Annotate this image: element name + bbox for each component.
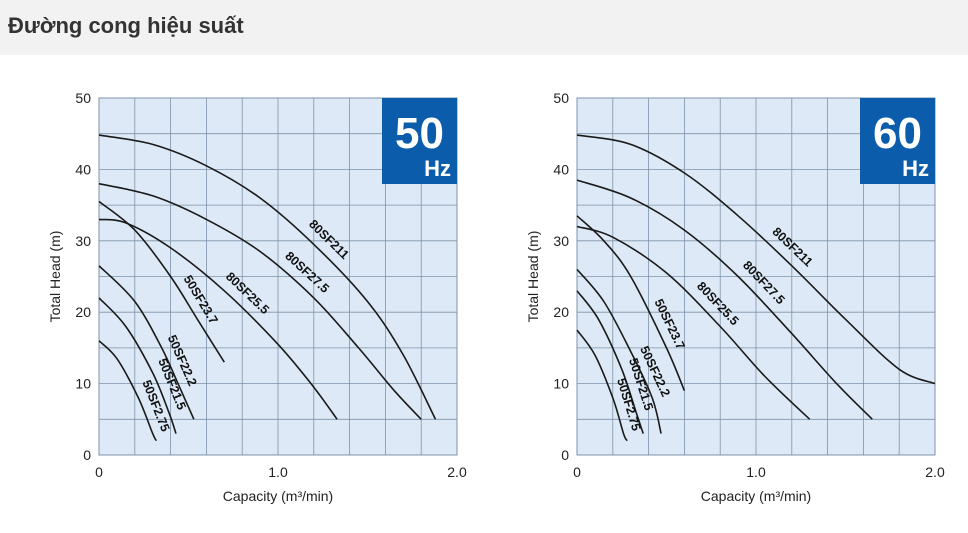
plot-frame	[98, 97, 458, 456]
y-tick-label: 40	[75, 161, 91, 177]
y-tick-label: 40	[553, 161, 569, 177]
performance-chart-60hz: 0 10 20 30 40 50 0 1.0 2.0 Capacity (m³/min) Total…	[525, 90, 945, 504]
curve-50sf2-75	[98, 340, 158, 442]
y-tick-label: 50	[75, 90, 91, 106]
frequency-unit: Hz	[424, 156, 451, 181]
curve-50sf23-7	[576, 215, 686, 392]
frequency-unit: Hz	[902, 156, 929, 181]
y-tick-label: 20	[553, 304, 569, 320]
curve-50sf22-2	[98, 265, 195, 420]
x-axis-label: Capacity (m³/min)	[701, 488, 811, 504]
y-tick-label: 20	[75, 304, 91, 320]
curve-50sf21-5	[576, 290, 644, 434]
curve-80sf25-5	[98, 218, 338, 420]
frequency-badge	[860, 98, 935, 184]
y-tick-label: 10	[75, 376, 91, 392]
curve-80sf25-5	[576, 225, 811, 420]
x-tick-label: 2.0	[925, 464, 945, 480]
curve-80sf211	[98, 134, 437, 420]
x-tick-label: 0	[573, 464, 581, 480]
y-tick-label: 0	[561, 447, 569, 463]
page-title: Đường cong hiệu suất	[8, 13, 244, 38]
y-axis-label: Total Head (m)	[525, 231, 541, 323]
x-tick-label: 1.0	[746, 464, 766, 480]
page-header: Đường cong hiệu suất	[0, 0, 968, 55]
curve-80sf211	[576, 134, 936, 385]
y-tick-label: 10	[553, 376, 569, 392]
curve-80sf27-5	[98, 182, 422, 420]
y-tick-label: 0	[83, 447, 91, 463]
plot-frame	[576, 97, 936, 456]
x-tick-label: 1.0	[268, 464, 288, 480]
curve-50sf22-2	[576, 268, 662, 434]
curve-50sf2-75	[576, 329, 628, 442]
frequency-badge	[382, 98, 457, 184]
y-tick-label: 30	[553, 233, 569, 249]
x-tick-label: 2.0	[447, 464, 467, 480]
y-tick-label: 30	[75, 233, 91, 249]
curve-80sf27-5	[576, 179, 873, 420]
frequency-value: 50	[395, 109, 444, 158]
y-axis-label: Total Head (m)	[47, 231, 63, 323]
x-axis-label: Capacity (m³/min)	[223, 488, 333, 504]
frequency-value: 60	[873, 109, 922, 158]
curve-50sf23-7	[98, 200, 225, 363]
y-tick-label: 50	[553, 90, 569, 106]
x-tick-label: 0	[95, 464, 103, 480]
performance-chart-50hz: 0 10 20 30 40 50 0 1.0 2.0 Capacity (m³/min) Total…	[47, 90, 467, 504]
curve-50sf21-5	[98, 297, 177, 434]
